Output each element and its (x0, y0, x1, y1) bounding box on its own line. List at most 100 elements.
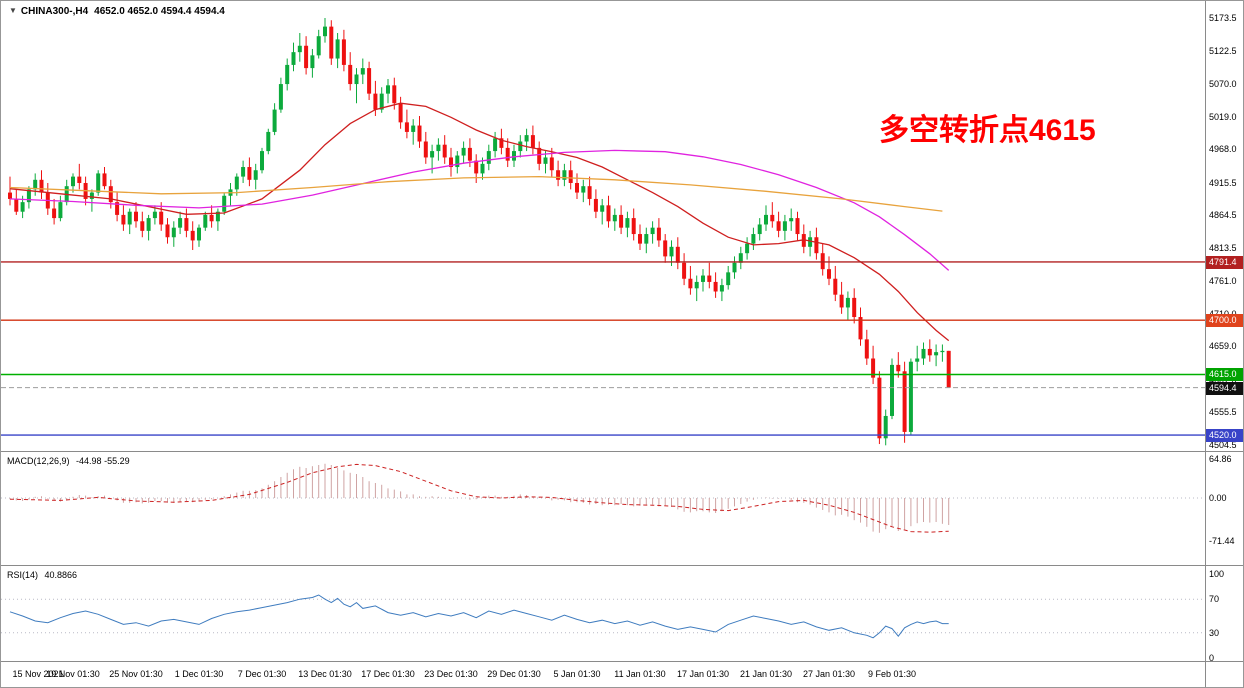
candle-body (675, 246, 680, 263)
candle-body (493, 138, 498, 152)
rsi-panel-canvas[interactable] (1, 566, 1205, 661)
candle-body (568, 170, 573, 183)
price-level-badge-4594.4[interactable]: 4594.4 (1206, 382, 1243, 395)
candle-body (436, 144, 441, 152)
time-axis-label[interactable]: 25 Nov 01:30 (109, 669, 163, 679)
price-tick-label: 4555.5 (1209, 407, 1237, 417)
candle-body (480, 163, 485, 174)
candle-body (656, 227, 661, 241)
candle-body (650, 227, 655, 235)
time-axis-label[interactable]: 5 Jan 01:30 (553, 669, 601, 679)
candle-body (600, 205, 605, 212)
candle-body (272, 109, 277, 132)
time-axis-label[interactable]: 9 Feb 01:30 (867, 669, 917, 679)
candle-body (719, 285, 724, 292)
candle-body (518, 141, 523, 152)
candle-body (329, 26, 334, 59)
time-axis-label[interactable]: 19 Nov 01:30 (46, 669, 100, 679)
price-tick-label: 4813.5 (1209, 243, 1237, 253)
time-axis-label[interactable]: 7 Dec 01:30 (237, 669, 287, 679)
candle-body (203, 214, 208, 228)
candle-body (707, 275, 712, 282)
time-axis-label[interactable]: 15 Nov 2021 (12, 669, 64, 679)
candle-body (871, 358, 876, 378)
price-level-badge-4791.4[interactable]: 4791.4 (1206, 256, 1243, 269)
price-level-badge-4615.0[interactable]: 4615.0 (1206, 368, 1243, 381)
time-axis-label[interactable]: 1 Dec 01:30 (174, 669, 224, 679)
candle-body (606, 205, 611, 222)
ma-line-fast-red[interactable] (9, 102, 950, 342)
candle-body (209, 214, 214, 222)
candle-body (278, 84, 283, 110)
candle-body (234, 176, 239, 190)
separator-main-macd[interactable] (1, 451, 1243, 452)
rsi-label: RSI(14) (7, 570, 39, 580)
candle-body (549, 157, 554, 171)
candle-body (864, 339, 869, 359)
candle-body (543, 157, 548, 164)
candle-body (908, 361, 913, 432)
candle-body (430, 151, 435, 158)
candle-body (215, 211, 220, 222)
candle-body (688, 278, 693, 289)
time-axis-label[interactable]: 11 Jan 01:30 (614, 669, 666, 679)
price-chart-canvas[interactable] (1, 1, 1205, 451)
candle-body (512, 151, 516, 161)
time-axis-label[interactable]: 27 Jan 01:30 (802, 669, 856, 679)
candle-body (764, 214, 768, 225)
price-level-badge-4700.0[interactable]: 4700.0 (1206, 314, 1243, 327)
separator-macd-rsi[interactable] (1, 565, 1243, 566)
price-axis-line[interactable] (1205, 1, 1206, 687)
turning-point-annotation[interactable]: 多空转折点4615 (879, 114, 1096, 147)
macd-panel-canvas[interactable] (1, 452, 1205, 565)
candle-body (625, 218, 630, 228)
candle-body (808, 237, 813, 247)
price-tick-label: 5122.5 (1209, 46, 1237, 56)
candle-body (247, 167, 252, 180)
candle-body (638, 234, 642, 244)
time-axis-label[interactable]: 17 Jan 01:30 (676, 669, 730, 679)
candle-body (789, 218, 794, 222)
macd-signal-line[interactable] (9, 463, 949, 533)
candle-body (392, 85, 397, 104)
candle-body (921, 348, 926, 359)
price-level-badge-4520.0[interactable]: 4520.0 (1206, 429, 1243, 442)
candle-body (883, 415, 888, 439)
candle-body (499, 138, 504, 148)
ma-line-mid-magenta[interactable] (9, 149, 950, 271)
price-tick-label: 4659.0 (1209, 341, 1237, 351)
price-tick-label: 5019.0 (1209, 112, 1237, 122)
candle-body (304, 45, 309, 69)
ma-line-slow-orange[interactable] (9, 175, 943, 212)
candle-body (341, 39, 346, 65)
candle-body (297, 45, 302, 53)
candle-body (877, 377, 882, 439)
rsi-axis-label: 70 (1209, 594, 1220, 604)
candle-body (524, 135, 529, 142)
rsi-axis-label: 0 (1209, 653, 1215, 663)
candle-body (266, 131, 271, 152)
candle-body (102, 173, 107, 187)
candle-body (241, 167, 246, 177)
candle-body (896, 364, 901, 372)
candle-body (701, 275, 705, 282)
rsi-line[interactable] (9, 594, 949, 639)
candle-body (814, 237, 819, 254)
time-axis-label[interactable]: 23 Dec 01:30 (424, 669, 478, 679)
symbol-label: CHINA300-,H4 (20, 6, 89, 17)
candle-body (474, 160, 479, 174)
macd-axis-label: -71.44 (1209, 536, 1235, 546)
candle-body (858, 317, 863, 340)
candle-body (20, 202, 25, 212)
one-click-trading-toggle-icon[interactable]: ▼ (9, 6, 17, 15)
candles (8, 18, 951, 446)
time-axis-label[interactable]: 29 Dec 01:30 (487, 669, 541, 679)
candle-body (449, 157, 453, 168)
time-axis-label[interactable]: 17 Dec 01:30 (361, 669, 415, 679)
candle-body (890, 364, 894, 416)
time-axis-label[interactable]: 13 Dec 01:30 (298, 669, 352, 679)
candle-body (8, 192, 12, 199)
time-axis-label[interactable]: 21 Jan 01:30 (739, 669, 793, 679)
candle-body (285, 64, 290, 85)
candle-body (360, 68, 365, 75)
